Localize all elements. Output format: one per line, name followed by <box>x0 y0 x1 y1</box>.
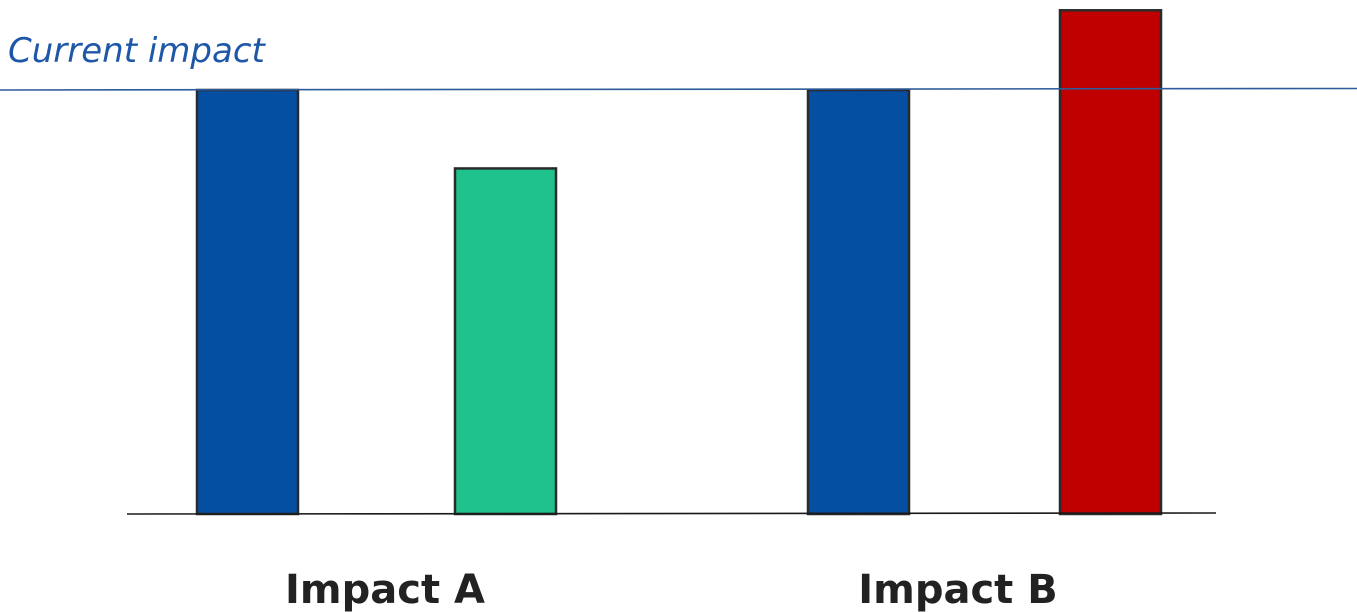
bar-1-2 <box>453 167 558 516</box>
bar-2-1 <box>806 88 911 516</box>
category-labels: Impact A Impact B <box>285 567 1058 612</box>
category-label: Impact A <box>285 567 485 612</box>
reference-line <box>0 87 1357 91</box>
category-label: Impact B <box>858 567 1057 612</box>
bars-group <box>195 9 1163 516</box>
x-axis-baseline <box>126 512 1217 515</box>
bar-1-1 <box>195 88 300 516</box>
bar-2-2 <box>1058 9 1163 516</box>
chart-title: Current impact <box>8 31 267 71</box>
